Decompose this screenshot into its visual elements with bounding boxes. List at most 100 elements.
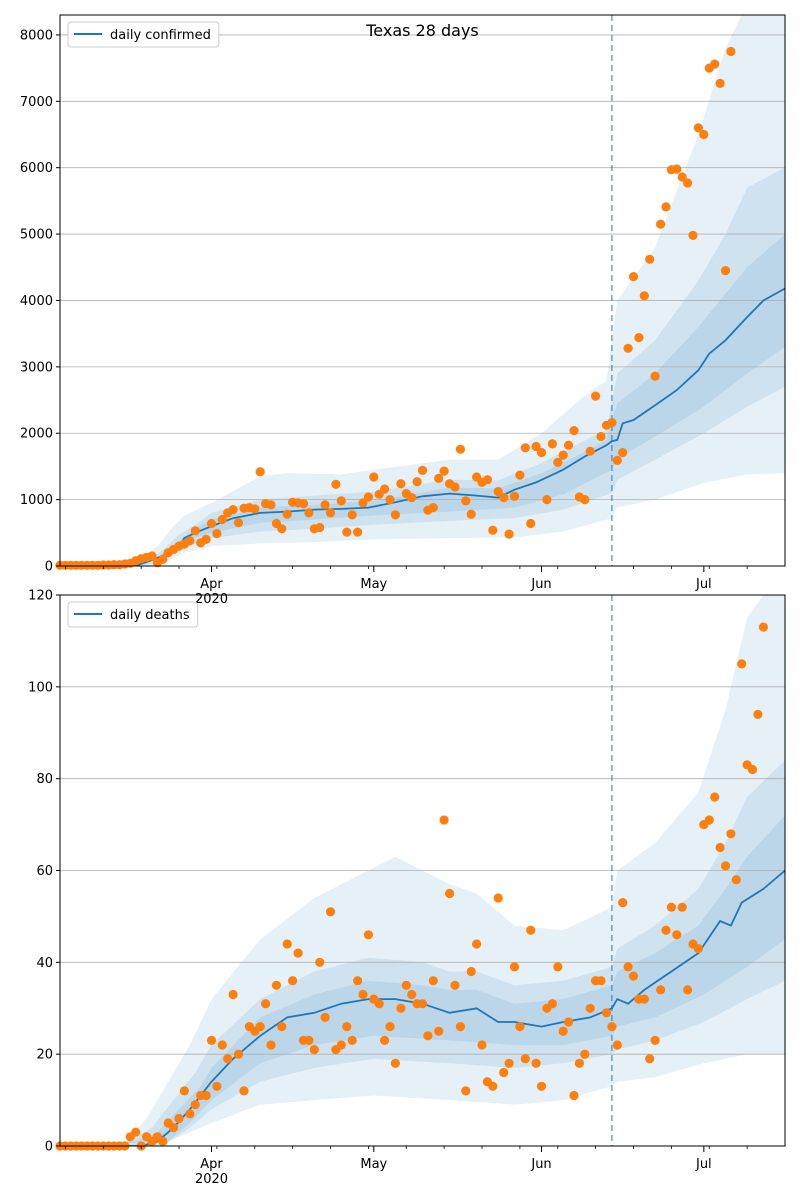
confirmed-observed-point (434, 473, 444, 483)
confirmed-observed-point (558, 450, 568, 460)
confirmed-observed-point (325, 508, 336, 518)
deaths-observed-point (217, 1040, 227, 1050)
confirmed-axes: 0 1000 2000 3000 4000 5000 6000 7000 8000 Apr May J… (20, 14, 786, 607)
deaths-observed-point (520, 1054, 530, 1064)
confirmed-observed-point (190, 526, 200, 536)
deaths-observed-point (683, 985, 693, 995)
deaths-observed-point (504, 1058, 514, 1068)
deaths-observed-point (131, 1127, 141, 1137)
deaths-observed-point (277, 1022, 287, 1032)
confirmed-y-tick-label: 7000 (20, 95, 53, 110)
deaths-observed-point (396, 1003, 406, 1013)
confirmed-observed-point (358, 498, 368, 508)
deaths-observed-point (493, 893, 503, 903)
confirmed-x-tick-label: Jul (695, 577, 712, 592)
deaths-observed-point (255, 1022, 265, 1032)
confirmed-observed-point (320, 500, 330, 510)
deaths-observed-point (158, 1136, 168, 1146)
deaths-observed-point (677, 902, 687, 912)
deaths-observed-point (704, 815, 714, 825)
confirmed-observed-point (639, 291, 649, 301)
confirmed-observed-point (661, 202, 671, 212)
confirmed-observed-point (315, 522, 325, 533)
confirmed-observed-point (488, 525, 498, 535)
deaths-y-tick-label: 60 (36, 864, 53, 879)
confirmed-observed-point (266, 500, 276, 510)
deaths-median-line (60, 869, 785, 1146)
confirmed-observed-point (342, 527, 352, 537)
deaths-observed-point (726, 829, 736, 839)
deaths-observed-point (347, 1035, 357, 1045)
confirmed-band-2 (60, 167, 785, 566)
confirmed-observed-point (526, 518, 536, 529)
deaths-observed-point (190, 1100, 200, 1110)
confirmed-observed-point (185, 536, 195, 546)
confirmed-observed-point (547, 439, 558, 449)
deaths-legend: daily deaths (67, 601, 199, 628)
deaths-observed-point (515, 1022, 525, 1032)
confirmed-observed-point (250, 504, 260, 514)
confirmed-observed-point (455, 444, 465, 454)
deaths-observed-point (628, 971, 639, 981)
confirmed-observed-point (656, 219, 666, 229)
deaths-observed-point (315, 957, 325, 967)
confirmed-observed-point (564, 440, 574, 450)
deaths-x-tick-label: May (360, 1157, 387, 1172)
deaths-observed-point (417, 999, 428, 1009)
confirmed-observed-point (217, 514, 227, 525)
confirmed-observed-point (363, 492, 373, 502)
confirmed-observed-point (466, 509, 476, 519)
confirmed-observed-point (369, 472, 379, 482)
deaths-observed-point (206, 1035, 217, 1045)
deaths-observed-point (531, 1058, 541, 1068)
confirmed-observed-point (390, 510, 400, 520)
confirmed-axes-frame (59, 14, 786, 567)
confirmed-observed-point (710, 59, 720, 69)
deaths-observed-point (407, 989, 417, 1000)
confirmed-observed-point (726, 46, 736, 57)
confirmed-observed-point (688, 230, 698, 240)
deaths-observed-point (380, 1035, 390, 1045)
confirmed-observed-point (542, 495, 552, 505)
confirmed-observed-point (233, 518, 244, 528)
confirmed-chart-title: Texas 28 days (365, 21, 479, 40)
confirmed-observed-point (504, 529, 514, 539)
confirmed-observed-point (618, 447, 628, 458)
confirmed-observed-point (645, 254, 655, 264)
confirmed-observed-point (380, 484, 390, 494)
confirmed-x-tick-label: Apr (200, 577, 223, 592)
deaths-observed-point (169, 1123, 179, 1133)
deaths-observed-point (747, 764, 758, 775)
deaths-y-tick-label: 100 (28, 680, 53, 695)
confirmed-observed-point (591, 391, 601, 401)
deaths-band-3 (60, 815, 785, 1146)
confirmed-observed-point (580, 495, 590, 505)
deaths-observed-point (472, 939, 482, 949)
confirmed-observed-point (715, 78, 725, 88)
confirmed-y-tick-label: 1000 (20, 493, 53, 508)
deaths-median-path (60, 869, 785, 1146)
deaths-observed-point (499, 1067, 509, 1078)
deaths-observed-point (553, 962, 563, 972)
deaths-observed-point (623, 962, 633, 972)
deaths-x-tick-label: Jul (695, 1157, 712, 1172)
confirmed-gridlines (60, 34, 785, 501)
confirmed-legend-label: daily confirmed (110, 28, 211, 43)
deaths-observed-point (547, 999, 558, 1009)
deaths-observed-point (282, 939, 292, 949)
confirmed-observed-point (683, 178, 693, 188)
confirmed-observed-point (493, 487, 503, 497)
deaths-observed-point (488, 1081, 498, 1091)
deaths-legend-box (67, 601, 199, 628)
confirmed-observed-point (650, 371, 660, 381)
confirmed-y-tick-label: 3000 (20, 360, 53, 375)
confirmed-y-tick-label: 4000 (20, 294, 53, 309)
deaths-observed-point (672, 930, 682, 940)
deaths-observed-point (212, 1081, 222, 1091)
confirmed-panel: 0 1000 2000 3000 4000 5000 6000 7000 8000 Apr May J… (20, 14, 786, 607)
confirmed-observed-point (201, 534, 211, 545)
deaths-y-tick-label: 40 (36, 956, 53, 971)
confirmed-observed-point (569, 426, 579, 436)
deaths-observed-point (271, 980, 281, 990)
